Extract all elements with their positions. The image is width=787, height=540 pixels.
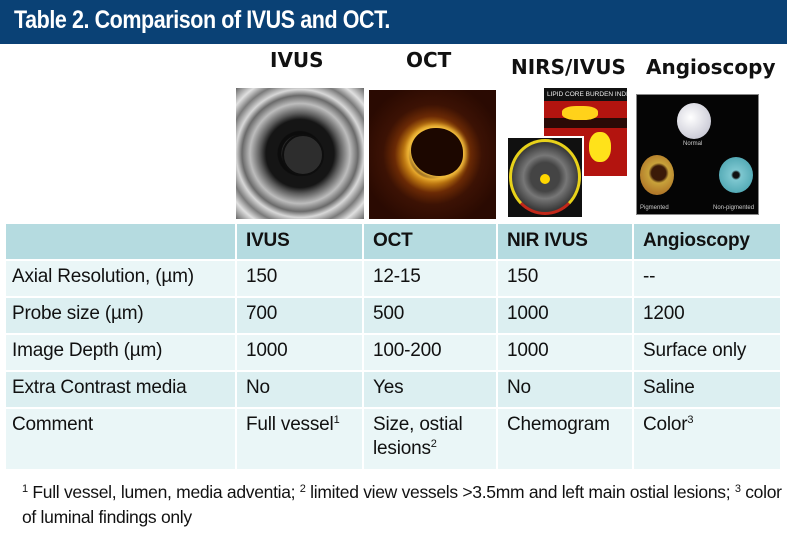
table-footnotes: 1 Full vessel, lumen, media adventia; 2 … (22, 480, 782, 530)
row-label: Extra Contrast media (6, 370, 236, 408)
table-cell: Chemogram (496, 407, 633, 469)
header-cell-ivus: IVUS (235, 222, 363, 260)
footnote-text: Full vessel, lumen, media adventia; (27, 482, 300, 502)
caption-non-pigmented: Non-pigmented (713, 205, 755, 211)
table-cell: 1000 (496, 333, 633, 371)
table-cell: Yes (362, 370, 497, 408)
angioscopy-image: Normal Pigmented Non-pigmented (636, 94, 759, 215)
table-cell: Color3 (632, 407, 780, 469)
row-label: Probe size (µm) (6, 296, 236, 334)
pigmented-plaque-shape (640, 155, 674, 195)
catheter-dot-icon (540, 174, 550, 184)
table-row: Comment Full vessel1 Size, ostial lesion… (6, 407, 780, 469)
footnote-ref: 3 (687, 414, 694, 426)
footnote-text: color of luminal findings only (22, 482, 782, 527)
table-cell: 1200 (632, 296, 780, 334)
header-cell-nir-ivus: NIR IVUS (496, 222, 633, 260)
table-cell: -- (632, 259, 780, 297)
cell-text: Full vessel (246, 414, 334, 435)
cell-text: Chemogram (507, 414, 610, 435)
comparison-table: IVUS OCT NIR IVUS Angioscopy Axial Resol… (6, 222, 780, 469)
table-title: Table 2. Comparison of IVUS and OCT. (14, 6, 390, 34)
table-cell: No (235, 370, 363, 408)
table-cell: 150 (496, 259, 633, 297)
table-cell: 1000 (496, 296, 633, 334)
footnote-text: limited view vessels >3.5mm and left mai… (305, 482, 735, 502)
table-header-row: IVUS OCT NIR IVUS Angioscopy (6, 222, 780, 260)
nirs-ivus-image (506, 136, 584, 219)
cell-text: Size, ostial lesions (373, 414, 463, 459)
table-row: Extra Contrast media No Yes No Saline (6, 370, 780, 408)
table-cell: 150 (235, 259, 363, 297)
panel-label-oct: OCT (406, 48, 452, 72)
chemogram-band (544, 118, 627, 128)
table-cell: 1000 (235, 333, 363, 371)
table-cell: 100-200 (362, 333, 497, 371)
header-cell-oct: OCT (362, 222, 497, 260)
panel-label-angioscopy: Angioscopy (646, 55, 776, 79)
table-cell: No (496, 370, 633, 408)
footnote-ref: 1 (333, 414, 340, 426)
table-cell: 500 (362, 296, 497, 334)
panel-label-nirs-ivus: NIRS/IVUS (511, 55, 626, 79)
table-cell: Surface only (632, 333, 780, 371)
table-cell: Size, ostial lesions2 (362, 407, 497, 469)
non-pigmented-plaque-shape (719, 157, 753, 193)
footnote-marker: 3 (734, 483, 741, 495)
table-row: Probe size (µm) 700 500 1000 1200 (6, 296, 780, 334)
caption-normal: Normal (683, 141, 703, 147)
table-cell: Saline (632, 370, 780, 408)
oct-lumen-shape (411, 128, 463, 176)
table-cell: Full vessel1 (235, 407, 363, 469)
table-cell: 700 (235, 296, 363, 334)
lipid-core-burden-label: LIPID CORE BURDEN INDEX: 67 (544, 88, 627, 101)
row-label: Comment (6, 407, 236, 469)
lipid-blob (562, 106, 598, 120)
header-cell-angioscopy: Angioscopy (632, 222, 780, 260)
footnote-marker: 2 (299, 483, 306, 495)
ivus-image (236, 88, 364, 219)
table-row: Axial Resolution, (µm) 150 12-15 150 -- (6, 259, 780, 297)
table-cell: 12-15 (362, 259, 497, 297)
oct-image (369, 90, 496, 219)
lipid-blob (589, 132, 611, 162)
ivus-catheter-icon (282, 134, 324, 176)
caption-pigmented: Pigmented (640, 205, 669, 211)
cell-text: Color (643, 414, 688, 435)
table-title-bar: Table 2. Comparison of IVUS and OCT. (0, 0, 787, 44)
row-label: Image Depth (µm) (6, 333, 236, 371)
footnote-ref: 2 (430, 438, 437, 450)
panel-label-ivus: IVUS (270, 48, 324, 72)
header-cell-empty (6, 222, 236, 260)
footnote-marker: 1 (22, 483, 28, 495)
row-label: Axial Resolution, (µm) (6, 259, 236, 297)
table-row: Image Depth (µm) 1000 100-200 1000 Surfa… (6, 333, 780, 371)
normal-plaque-shape (677, 103, 711, 139)
